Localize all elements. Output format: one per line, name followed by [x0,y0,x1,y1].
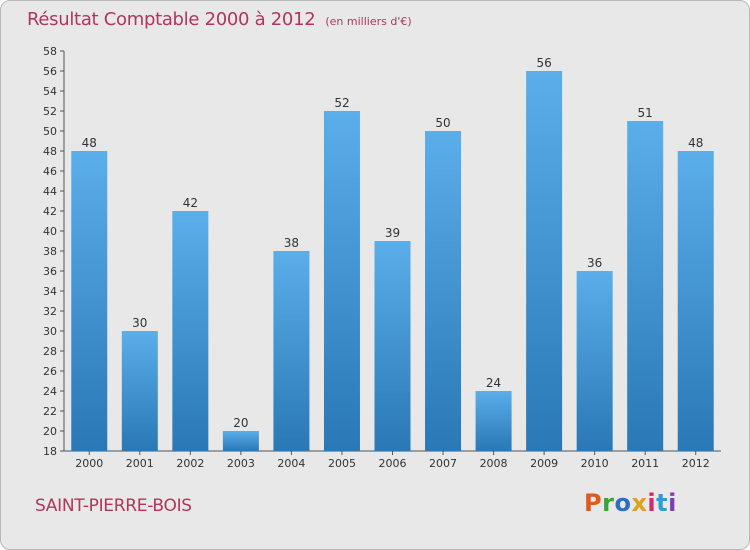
x-tick-label: 2004 [277,457,305,470]
bar [172,211,209,451]
data-label: 48 [688,136,703,150]
y-tick-label: 52 [43,105,57,118]
bar [627,121,664,451]
data-label: 20 [233,416,248,430]
y-tick-label: 54 [43,85,57,98]
chart-title: Résultat Comptable 2000 à 2012 (en millie… [27,9,412,30]
bar [576,271,613,451]
x-tick-label: 2005 [328,457,356,470]
y-tick-label: 44 [43,185,57,198]
y-tick-label: 28 [43,345,57,358]
bar [222,431,259,451]
y-tick-label: 20 [43,425,57,438]
x-tick-label: 2012 [682,457,710,470]
bar [475,391,512,451]
y-tick-label: 56 [43,65,57,78]
logo-letter: x [631,489,648,517]
y-tick-label: 58 [43,45,57,58]
data-label: 52 [334,96,349,110]
y-tick-label: 24 [43,385,57,398]
y-tick-label: 40 [43,225,57,238]
x-tick-label: 2009 [530,457,558,470]
logo-letter: i [647,489,657,517]
data-label: 39 [385,226,400,240]
x-tick-label: 2001 [126,457,154,470]
data-label: 30 [132,316,147,330]
bar [121,331,158,451]
x-tick-label: 2000 [75,457,103,470]
logo-letter: P [584,489,603,517]
y-tick-label: 30 [43,325,57,338]
x-tick-label: 2003 [227,457,255,470]
logo-letter: r [602,489,615,517]
bar [425,131,462,451]
x-tick-label: 2011 [631,457,659,470]
x-tick-label: 2006 [379,457,407,470]
data-label: 42 [183,196,198,210]
data-label: 36 [587,256,602,270]
data-label: 24 [486,376,501,390]
data-label: 50 [435,116,450,130]
x-tick-label: 2010 [581,457,609,470]
proxiti-logo: Proxiti [584,489,677,517]
y-tick-label: 38 [43,245,57,258]
title-main: Résultat Comptable 2000 à 2012 [27,9,316,30]
bar [323,111,360,451]
bar [526,71,563,451]
data-label: 38 [284,236,299,250]
commune-name: SAINT-PIERRE-BOIS [35,496,192,516]
x-tick-label: 2007 [429,457,457,470]
data-label: 48 [82,136,97,150]
logo-letter: o [614,489,632,517]
logo-letter: i [668,489,677,517]
logo-letter: t [656,489,669,517]
x-tick-label: 2002 [176,457,204,470]
y-tick-label: 22 [43,405,57,418]
y-tick-label: 18 [43,445,57,458]
y-tick-label: 36 [43,265,57,278]
bar [677,151,714,451]
y-tick-label: 42 [43,205,57,218]
bar [71,151,108,451]
y-tick-label: 32 [43,305,57,318]
title-unit: (en milliers d'€) [325,15,412,28]
bar [374,241,411,451]
y-tick-label: 48 [43,145,57,158]
y-tick-label: 34 [43,285,57,298]
data-label: 51 [638,106,653,120]
y-tick-label: 26 [43,365,57,378]
y-tick-label: 46 [43,165,57,178]
x-tick-label: 2008 [480,457,508,470]
y-tick-label: 50 [43,125,57,138]
bar [273,251,310,451]
data-label: 56 [536,56,551,70]
